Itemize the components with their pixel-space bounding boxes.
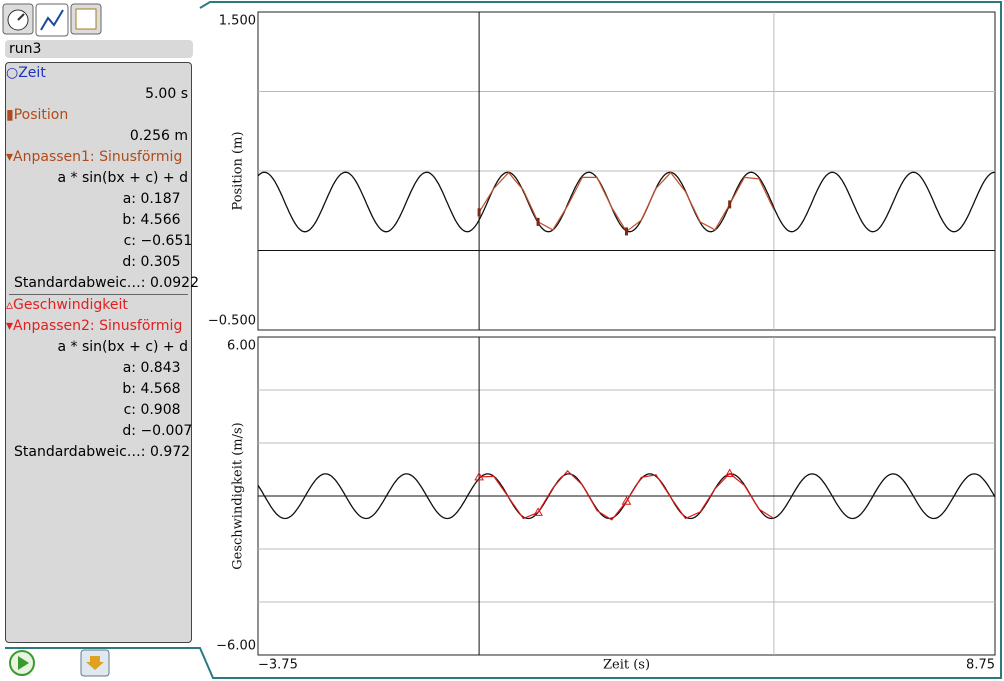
- run-name[interactable]: run3: [5, 40, 193, 58]
- fit-param: d: −0.007: [6, 421, 193, 442]
- graph-tab[interactable]: [35, 3, 69, 37]
- data-line: [479, 469, 775, 521]
- export-icon: [86, 656, 104, 670]
- stderr-value: 0.0922: [149, 275, 199, 291]
- y-axis-label: Position (m): [231, 131, 246, 210]
- time-name: Zeit: [18, 65, 46, 81]
- fit-title-text: Anpassen2: Sinusförmig: [13, 318, 183, 334]
- param-value: 0.843: [140, 360, 181, 376]
- param-value: 4.568: [140, 381, 181, 397]
- fit-stderr: Standardabweic…: 0.972: [6, 442, 191, 463]
- fit-param: c: 0.908: [6, 400, 191, 421]
- data-marker: [533, 507, 543, 516]
- data-marker: [625, 227, 628, 236]
- fit-stderr: Standardabweic…: 0.0922: [6, 273, 199, 294]
- param-value: −0.651: [140, 233, 193, 249]
- fit-title: ▾Anpassen1: Sinusförmig: [6, 149, 183, 165]
- y-tick-label: 6.00: [227, 339, 256, 354]
- fit-formula: a * sin(bx + c) + d: [57, 170, 188, 186]
- param-name: c:: [123, 233, 136, 249]
- fit: ▾Anpassen2: Sinusförmig a * sin(bx + c) +…: [6, 316, 193, 463]
- data-marker: [477, 208, 481, 217]
- param-name: c:: [123, 402, 136, 418]
- y-tick-label: 1.500: [219, 14, 256, 29]
- y-tick-label: −0.500: [208, 314, 256, 329]
- stderr-label: Standardabweic…:: [14, 444, 146, 460]
- data-marker: [724, 468, 735, 477]
- x-axis-label: Zeit (s): [603, 658, 650, 673]
- fit-formula: a * sin(bx + c) + d: [57, 339, 188, 355]
- separator: [9, 294, 188, 295]
- stderr-label: Standardabweic…:: [14, 275, 146, 291]
- param-value: 4.566: [140, 212, 181, 228]
- table-icon: [75, 8, 97, 30]
- data-marker: [728, 200, 732, 209]
- param-value: −0.007: [140, 423, 193, 439]
- data-marker: [536, 217, 540, 226]
- param-value: 0.187: [140, 191, 181, 207]
- velocity-name: Geschwindigkeit: [13, 297, 128, 313]
- plots: 1.500 −0.500 Position (m) 6.00 −6.00 Geschwin…: [208, 11, 996, 673]
- fit-param: c: −0.651: [6, 231, 193, 252]
- position-name: Position: [13, 107, 69, 123]
- fit-param: b: 4.566: [6, 210, 191, 231]
- fit-param: b: 4.568: [6, 379, 191, 400]
- param-name: d:: [122, 254, 136, 270]
- param-name: d:: [122, 423, 136, 439]
- time-value: 5.00 s: [145, 86, 188, 102]
- param-name: b:: [122, 381, 136, 397]
- fit-param: a: 0.187: [6, 189, 191, 210]
- meter-needle: [17, 13, 25, 21]
- y-tick-label: −6.00: [216, 639, 256, 654]
- y-axis-label: Geschwindigkeit (m/s): [231, 422, 246, 569]
- position-header: ▮Position: [6, 107, 69, 123]
- time-header: ○Zeit: [6, 65, 46, 81]
- details-panel: ○Zeit 5.00 s ▮Position 0.256 m ▾Anpassen…: [5, 62, 199, 643]
- param-name: a:: [122, 191, 136, 207]
- play-icon: [18, 656, 29, 670]
- velocity-header: ▵Geschwindigkeit: [6, 297, 128, 313]
- fit-title: ▾Anpassen2: Sinusförmig: [6, 318, 183, 334]
- stderr-value: 0.972: [149, 444, 191, 460]
- fit: ▾Anpassen1: Sinusförmig a * sin(bx + c) +…: [6, 147, 199, 294]
- fit-param: a: 0.843: [6, 358, 191, 379]
- frame: [5, 1, 1002, 679]
- data-marker: [474, 471, 484, 481]
- param-value: 0.305: [140, 254, 181, 270]
- param-name: b:: [122, 212, 136, 228]
- x-tick-label: 8.75: [966, 658, 995, 673]
- fit-title-text: Anpassen1: Sinusförmig: [13, 149, 183, 165]
- data-marker: [621, 496, 632, 505]
- param-name: a:: [122, 360, 136, 376]
- graph-icon: [40, 9, 64, 31]
- fit-param: d: 0.305: [6, 252, 191, 273]
- x-tick-label: −3.75: [258, 658, 298, 673]
- param-value: 0.908: [140, 402, 181, 418]
- position-value: 0.256 m: [129, 128, 188, 144]
